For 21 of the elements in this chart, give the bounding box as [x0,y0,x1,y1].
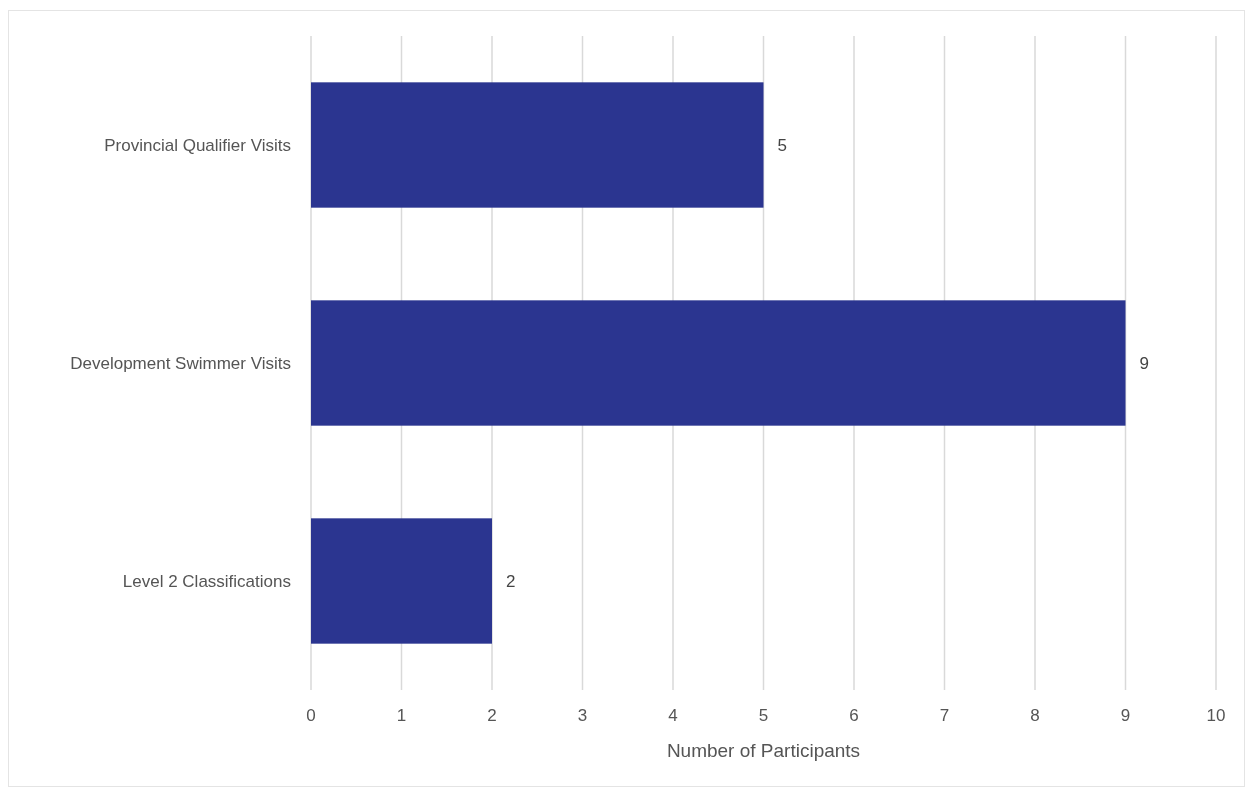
data-label: 2 [506,571,516,591]
bar [311,518,492,644]
x-tick-label: 8 [1030,706,1040,725]
x-tick-label: 5 [758,706,769,725]
x-tick-label: 3 [577,706,588,725]
bar [311,82,764,208]
x-tick-label: 7 [939,706,950,725]
x-axis-title: Number of Participants [666,740,861,761]
data-label: 9 [1139,353,1149,373]
x-tick-label: 1 [396,706,407,725]
x-tick-label: 2 [487,706,497,725]
x-tick-label: 10 [1206,706,1226,725]
bar [311,300,1126,426]
y-tick-label: Provincial Qualifier Visits [104,135,291,155]
x-tick-label: 6 [849,706,859,725]
y-tick-label: Level 2 Classifications [122,571,291,591]
data-label: 5 [777,135,787,155]
x-tick-label: 0 [306,706,316,725]
y-tick-label: Development Swimmer Visits [70,353,291,373]
x-tick-label: 9 [1120,706,1131,725]
x-tick-label: 4 [668,706,678,725]
